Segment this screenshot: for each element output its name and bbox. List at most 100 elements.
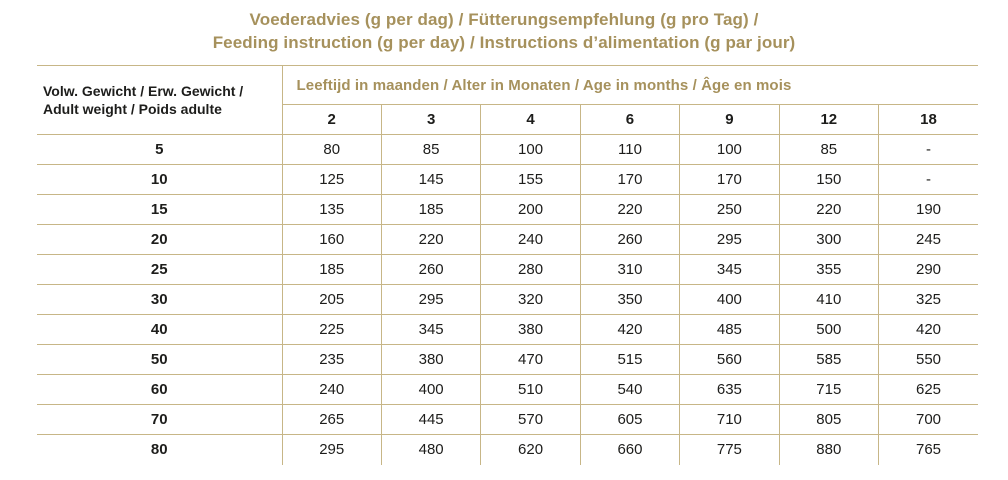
feeding-value: 185 [380,194,482,226]
feeding-value: 295 [281,434,382,465]
feeding-value: 585 [778,344,880,376]
feeding-value: 805 [778,404,880,436]
table-row: 15 135 185 200 220 250 220 190 [37,194,978,226]
weight-label: 25 [37,254,283,286]
weight-column-header-line-1: Volw. Gewicht / Erw. Gewicht / [43,82,244,99]
feeding-value: 85 [778,134,880,166]
feeding-value: - [878,134,978,166]
weight-label: 80 [37,434,283,465]
feeding-value: 220 [778,194,880,226]
feeding-value: 170 [579,164,681,196]
feeding-value: 420 [878,314,978,346]
feeding-value: 605 [579,404,681,436]
feeding-value: 295 [380,284,482,316]
weight-column-header-line-2: Adult weight / Poids adulte [43,101,222,118]
header-row-top: Volw. Gewicht / Erw. Gewicht / Adult wei… [37,65,978,136]
table-row: 70 265 445 570 605 710 805 700 [37,404,978,436]
feeding-value: 550 [878,344,978,376]
table-row: 50 235 380 470 515 560 585 550 [37,344,978,376]
weight-label: 15 [37,194,283,226]
feeding-value: 625 [878,374,978,406]
feeding-value: 345 [679,254,780,286]
feeding-value: 400 [380,374,482,406]
feeding-value: 100 [679,134,780,166]
weight-label: 20 [37,224,283,256]
feeding-value: 155 [480,164,581,196]
feeding-value: 245 [878,224,978,256]
feeding-value: 200 [480,194,581,226]
feeding-value: 260 [380,254,482,286]
feeding-value: 125 [281,164,382,196]
feeding-value: 350 [579,284,681,316]
feeding-value: 85 [380,134,482,166]
table-row: 40 225 345 380 420 485 500 420 [37,314,978,346]
feeding-value: 170 [679,164,780,196]
month-header-18: 18 [878,104,978,136]
feeding-value: 510 [480,374,581,406]
feeding-value: 500 [778,314,880,346]
feeding-table-header: Volw. Gewicht / Erw. Gewicht / Adult wei… [37,65,978,136]
feeding-value: 280 [480,254,581,286]
table-row: 30 205 295 320 350 400 410 325 [37,284,978,316]
feeding-value: 235 [281,344,382,376]
feeding-value: 880 [778,434,880,465]
feeding-value: 310 [579,254,681,286]
feeding-value: 320 [480,284,581,316]
feeding-value: 485 [679,314,780,346]
weight-label: 50 [37,344,283,376]
page-title-line-1: Voederadvies (g per dag) / Fütterungsemp… [249,10,759,29]
feeding-value: 420 [579,314,681,346]
feeding-value: 290 [878,254,978,286]
feeding-value: 240 [480,224,581,256]
month-header-12: 12 [778,104,880,136]
page-title-line-2: Feeding instruction (g per day) / Instru… [212,33,796,53]
feeding-value: 620 [480,434,581,465]
feeding-value: 100 [480,134,581,166]
feeding-value: 540 [579,374,681,406]
feeding-value: 250 [679,194,780,226]
feeding-value: 515 [579,344,681,376]
months-header-row: 2 3 4 6 9 12 18 [37,104,978,136]
feeding-value: 265 [281,404,382,436]
feeding-value: 400 [679,284,780,316]
weight-label: 30 [37,284,283,316]
weight-label: 70 [37,404,283,436]
feeding-value: 380 [480,314,581,346]
feeding-value: 185 [281,254,382,286]
feeding-value: 700 [878,404,978,436]
feeding-value: 135 [281,194,382,226]
table-row: 60 240 400 510 540 635 715 625 [37,374,978,406]
table-row: 80 295 480 620 660 775 880 765 [37,434,978,465]
feeding-value: 715 [778,374,880,406]
feeding-value: 325 [878,284,978,316]
feeding-value: 220 [579,194,681,226]
table-body: 5 80 85 100 110 100 85-10 125 145 155 170 170 150-15… [37,134,978,465]
table-row: 25 185 260 280 310 345 355 290 [37,254,978,286]
feeding-value: 660 [579,434,681,465]
feeding-value: 345 [380,314,482,346]
weight-column-header: Volw. Gewicht / Erw. Gewicht / Adult wei… [37,65,283,136]
feeding-value: 145 [380,164,482,196]
weight-label: 40 [37,314,283,346]
page-title: Voederadvies (g per dag) / Fütterungsemp… [0,0,1008,54]
weight-label: 10 [37,164,283,196]
feeding-value: 410 [778,284,880,316]
feeding-value: 220 [380,224,482,256]
feeding-value: 710 [679,404,780,436]
feeding-value: 445 [380,404,482,436]
weight-label: 5 [37,134,283,166]
feeding-value: 240 [281,374,382,406]
feeding-value: 380 [380,344,482,376]
age-in-months-header: Leeftijd in maanden / Alter in Monaten /… [281,65,978,106]
feeding-value: 765 [878,434,978,465]
feeding-value: 190 [878,194,978,226]
feeding-value: - [878,164,978,196]
feeding-value: 80 [281,134,382,166]
month-header-4: 4 [480,104,581,136]
month-header-6: 6 [579,104,681,136]
feeding-value: 300 [778,224,880,256]
feeding-value: 470 [480,344,581,376]
table-row: 20 160 220 240 260 295 300 245 [37,224,978,256]
feeding-value: 295 [679,224,780,256]
